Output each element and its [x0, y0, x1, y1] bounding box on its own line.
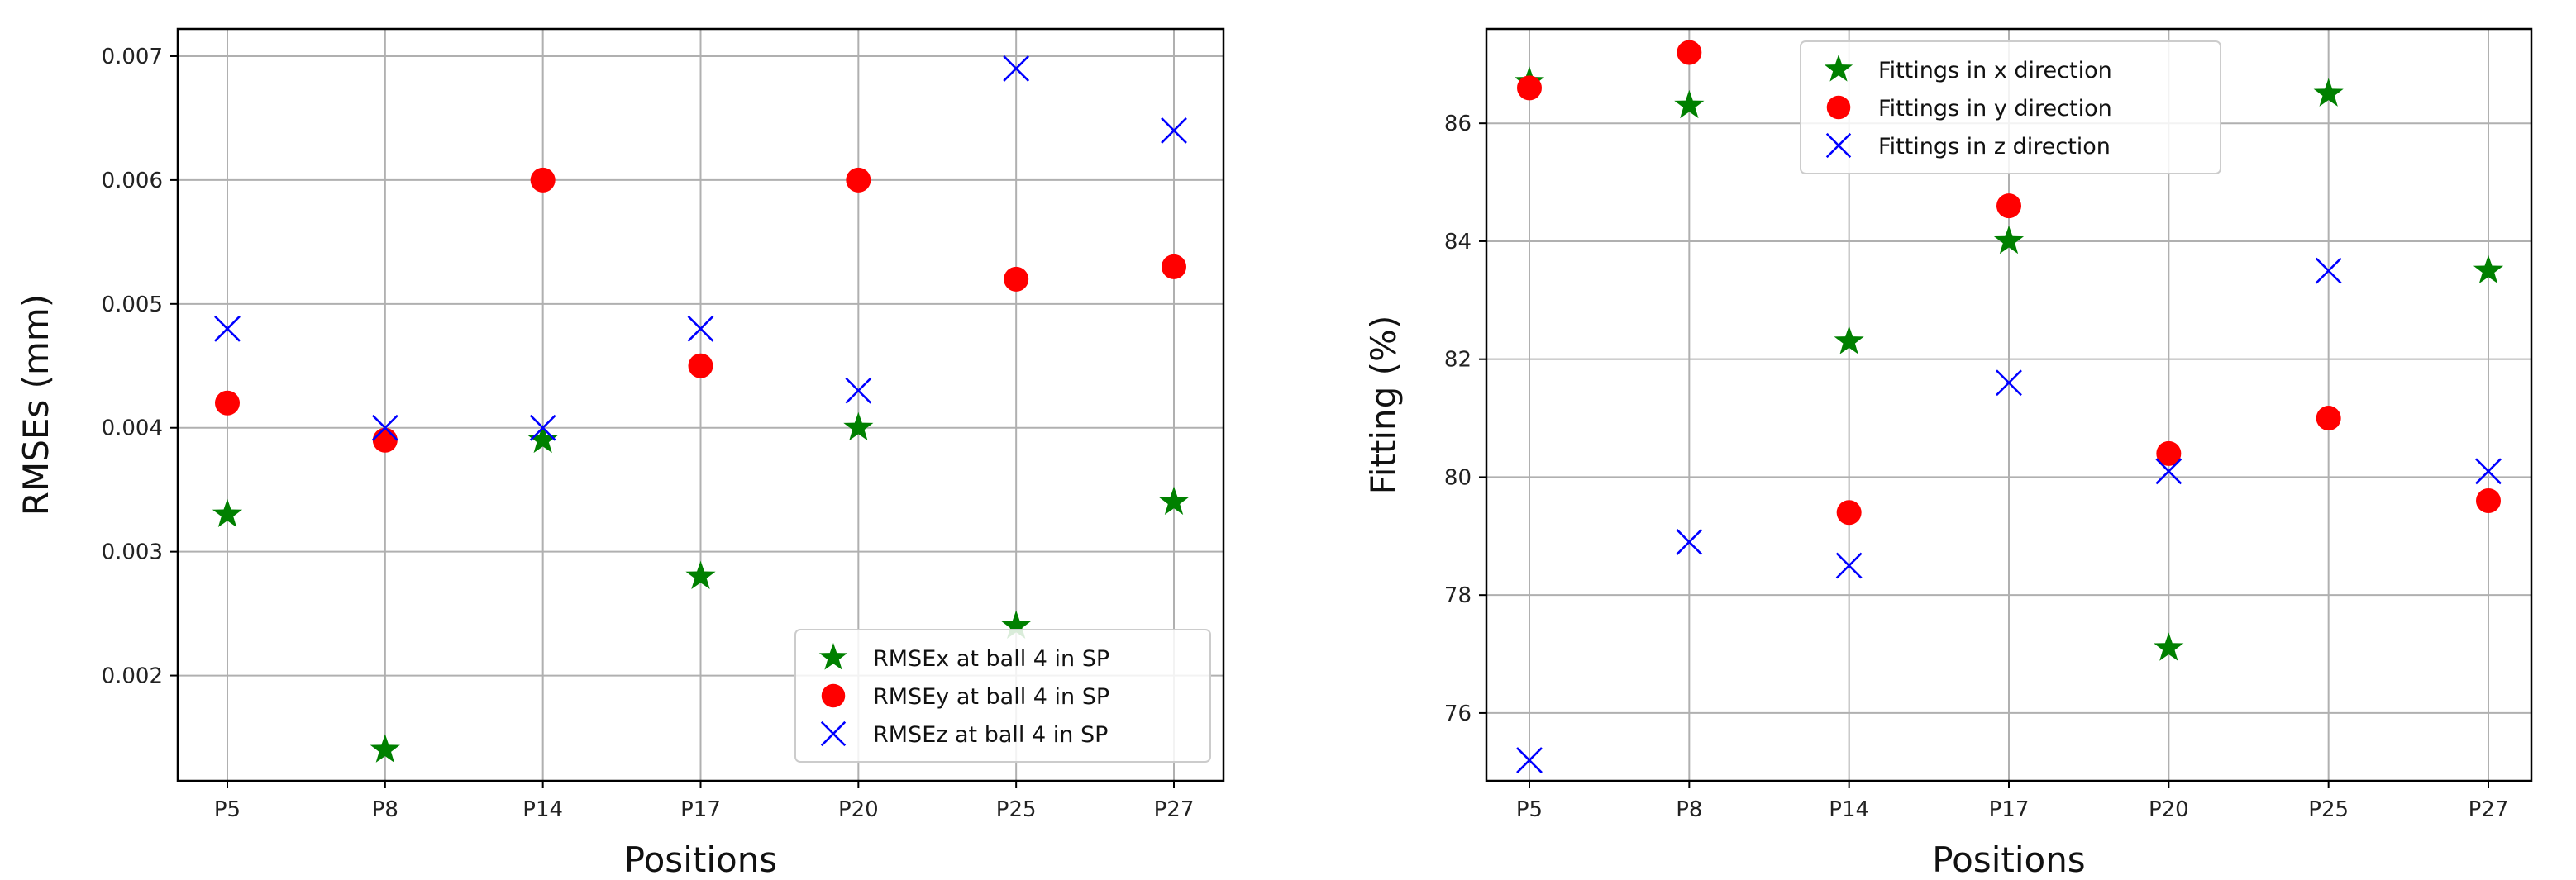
x-tick-label-p5: P5: [1516, 797, 1543, 822]
point-circle-p20: [846, 167, 871, 193]
x-tick-label-p14: P14: [1829, 797, 1869, 822]
point-circle-p25: [2316, 406, 2341, 431]
x-tick-label-p20: P20: [2149, 797, 2189, 822]
y-tick-label-1: 78: [1444, 583, 1472, 608]
point-star-p8: [370, 734, 400, 763]
fitting-chart: P5 P8 P14 P17 P20 P25 P27 76 78 80 82 84 86 Positions…: [1363, 27, 2533, 880]
point-circle-p14: [530, 167, 556, 193]
point-x-p25: [2315, 257, 2342, 284]
legend: Fittings in x direction Fittings in y dir…: [1800, 40, 2221, 174]
point-x-p17: [687, 315, 714, 342]
y-tick-label-0: 76: [1444, 702, 1472, 726]
y-tick-label-4: 84: [1444, 230, 1472, 254]
y-tick-label-5: 86: [1444, 112, 1472, 136]
plot-frame: [176, 27, 1225, 782]
y-tick-label-3: 0.005: [102, 293, 163, 317]
point-x-p27: [2475, 458, 2502, 485]
point-circle-p17: [1996, 193, 2021, 219]
series-rmsex-at-ball-4-in-sp: [212, 411, 1190, 763]
point-circle-p8: [1677, 40, 1702, 65]
point-star-p14: [1834, 326, 1864, 354]
rmse-chart: P5 P8 P14 P17 P20 P25 P27 0.002 0.003 0.004 0.005 0…: [16, 27, 1225, 880]
x-axis-label: Positions: [1932, 840, 2085, 880]
legend-box: [1800, 40, 2221, 174]
point-x-p5: [1516, 747, 1543, 773]
point-x-p5: [214, 315, 241, 342]
point-circle-p27: [1162, 254, 1186, 279]
series-rmsey-at-ball-4-in-sp: [215, 167, 1186, 453]
point-circle-p17: [688, 353, 713, 378]
y-tick-label-2: 80: [1444, 465, 1472, 490]
point-star-p25: [2313, 78, 2344, 107]
y-tick-label-5: 0.007: [102, 45, 163, 69]
point-x-p20: [2155, 458, 2182, 485]
legend-label-fittings-in-x-direction: Fittings in x direction: [1878, 58, 2112, 83]
legend-marker-fittings-in-y-direction: [1826, 95, 1851, 120]
series-fittings-in-z-direction: [1516, 257, 2502, 773]
point-star-p14: [527, 424, 558, 454]
legend-label-fittings-in-y-direction: Fittings in y direction: [1878, 96, 2112, 121]
legend-marker-fittings-in-z-direction: [1825, 132, 1852, 159]
legend-marker-rmsex-at-ball-4-in-sp: [818, 642, 848, 670]
y-axis-label: RMSEs (mm): [16, 294, 56, 516]
point-x-p8: [371, 414, 398, 441]
point-x-p14: [1835, 552, 1863, 579]
point-x-p8: [1676, 529, 1703, 555]
point-circle-p25: [1004, 266, 1029, 292]
x-tick-label-p14: P14: [522, 797, 563, 822]
point-star-p27: [1158, 486, 1190, 516]
point-star-p17: [685, 560, 716, 590]
x-axis-label: Positions: [624, 840, 777, 880]
legend-box: [794, 629, 1211, 763]
legend-marker-rmsez-at-ball-4-in-sp: [820, 721, 847, 747]
point-star-p25: [1001, 610, 1032, 639]
series-rmsez-at-ball-4-in-sp: [214, 55, 1187, 441]
x-tick-label-p17: P17: [1989, 797, 2030, 822]
x-tick-label-p27: P27: [1154, 797, 1195, 822]
legend-label-rmsex-at-ball-4-in-sp: RMSEx at ball 4 in SP: [873, 646, 1109, 672]
point-x-p17: [1996, 369, 2022, 397]
point-circle-p8: [372, 427, 398, 453]
x-tick-label-p5: P5: [214, 797, 241, 822]
legend-marker-fittings-in-x-direction: [1824, 54, 1853, 82]
point-star-p27: [2473, 254, 2504, 283]
y-tick-label-3: 82: [1444, 348, 1472, 373]
plot-frame: [1485, 27, 2533, 782]
y-tick-label-4: 0.006: [102, 169, 163, 193]
point-x-p14: [529, 414, 556, 441]
x-tick-label-p25: P25: [2308, 797, 2349, 822]
x-tick-label-p8: P8: [372, 797, 398, 822]
point-star-p20: [843, 411, 874, 441]
y-tick-label-2: 0.004: [102, 416, 163, 441]
x-tick-label-p20: P20: [838, 797, 879, 822]
y-tick-label-0: 0.002: [102, 664, 163, 689]
point-circle-p14: [1836, 500, 1862, 526]
point-x-p25: [1003, 55, 1030, 82]
point-circle-p5: [1517, 75, 1542, 101]
legend-label-rmsez-at-ball-4-in-sp: RMSEz at ball 4 in SP: [873, 722, 1108, 748]
x-tick-label-p17: P17: [680, 797, 721, 822]
legend-label-rmsey-at-ball-4-in-sp: RMSEy at ball 4 in SP: [873, 684, 1109, 710]
point-x-p27: [1161, 117, 1187, 144]
point-circle-p20: [2156, 440, 2182, 466]
point-x-p20: [845, 377, 872, 404]
point-circle-p5: [215, 390, 240, 416]
x-tick-label-p25: P25: [996, 797, 1037, 822]
y-axis-label: Fitting (%): [1363, 316, 1404, 495]
y-tick-label-1: 0.003: [102, 540, 163, 565]
legend: RMSEx at ball 4 in SP RMSEy at ball 4 in …: [794, 629, 1211, 763]
x-tick-label-p27: P27: [2469, 797, 2509, 822]
point-star-p5: [212, 498, 243, 528]
point-star-p17: [1993, 225, 2025, 254]
legend-label-fittings-in-z-direction: Fittings in z direction: [1878, 134, 2111, 159]
series-fittings-in-y-direction: [1517, 40, 2501, 526]
x-tick-label-p8: P8: [1676, 797, 1702, 822]
point-star-p8: [1674, 89, 1705, 119]
point-circle-p27: [2476, 488, 2501, 513]
point-star-p20: [2154, 632, 2184, 661]
legend-marker-rmsey-at-ball-4-in-sp: [821, 683, 846, 708]
